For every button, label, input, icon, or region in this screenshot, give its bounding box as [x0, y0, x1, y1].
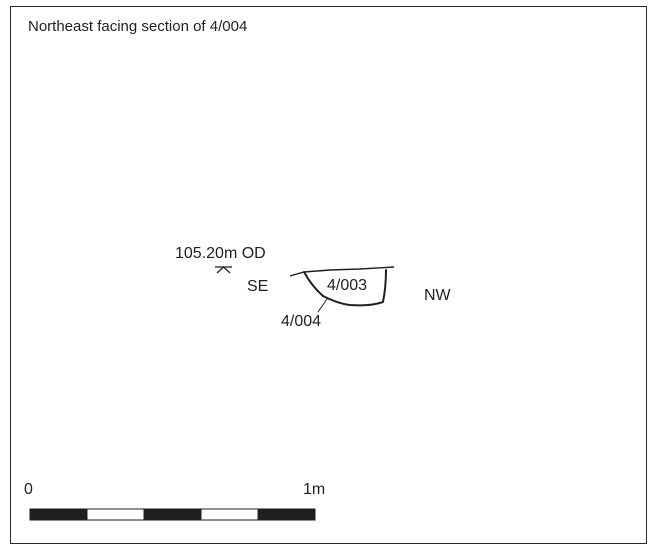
scale-segment-3	[143, 508, 202, 521]
scale-segment-2	[86, 508, 145, 521]
cut-leader-line	[317, 298, 328, 313]
scale-bar	[29, 508, 316, 521]
drawing-frame	[10, 6, 647, 544]
scale-segment-1	[29, 508, 88, 521]
datum-label: 105.20m OD	[175, 245, 266, 262]
drawing-title: Northeast facing section of 4/004	[28, 18, 248, 35]
ground-surface-line	[289, 266, 395, 277]
orientation-right-label: NW	[424, 287, 452, 304]
cut-label: 4/004	[281, 313, 321, 330]
datum-marker-icon	[215, 266, 232, 274]
scale-start-label: 0	[24, 481, 33, 498]
scale-end-label: 1m	[303, 481, 325, 498]
fill-label: 4/003	[327, 277, 367, 294]
scale-segment-4	[200, 508, 259, 521]
cut-outline	[303, 269, 387, 307]
scale-segment-5	[257, 508, 316, 521]
orientation-left-label: SE	[247, 278, 268, 295]
